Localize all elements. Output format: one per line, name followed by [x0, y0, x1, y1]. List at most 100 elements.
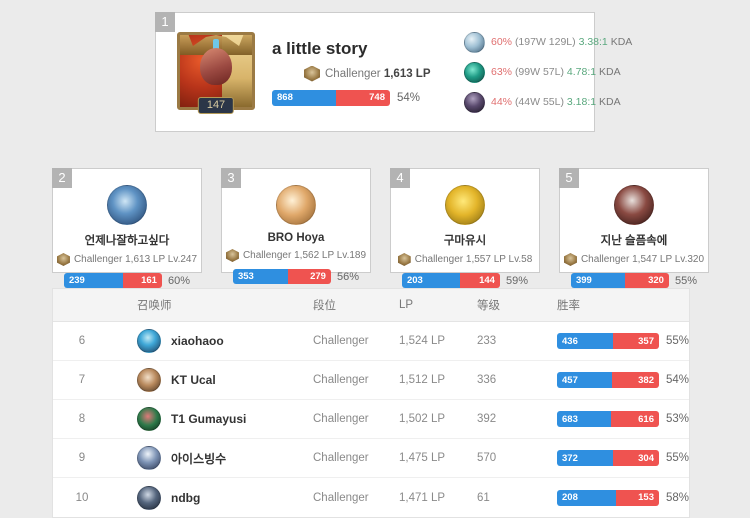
- table-row[interactable]: 6 xiaohaoo Challenger 1,524 LP 233 436 3…: [53, 322, 689, 361]
- challenger-emblem-icon: [225, 249, 239, 262]
- winrate-label: 54%: [397, 91, 421, 104]
- winloss-row: 868 748 54%: [272, 89, 442, 106]
- row-rank: 9: [78, 452, 86, 464]
- row-summoner[interactable]: 아이스빙수: [111, 446, 313, 470]
- rank-2-card[interactable]: 2 언제나잘하고싶다 Challenger 1,613 LP Lv.247 23…: [52, 168, 202, 288]
- summoner-name[interactable]: a little story: [272, 38, 368, 58]
- summoner-name[interactable]: BRO Hoya: [267, 232, 325, 244]
- winrate-label: 53%: [666, 413, 690, 425]
- row-lp: 1,502 LP: [399, 413, 446, 425]
- challenger-emblem-icon: [56, 253, 70, 266]
- summoner-name[interactable]: T1 Gumayusi: [171, 412, 247, 426]
- column-header-lp[interactable]: LP: [399, 299, 414, 311]
- gem-icon: [213, 39, 219, 53]
- rank-1-card[interactable]: 1 147 a little story Challenger 1,613 LP…: [155, 12, 632, 132]
- summoner-name[interactable]: 지난 슬픔속에: [600, 235, 668, 247]
- champion-stat-text: 44% (44W 55L) 3.18:1 KDA: [491, 96, 621, 108]
- winloss-bar: 372 304: [557, 450, 659, 466]
- row-lp: 1,524 LP: [399, 335, 446, 347]
- winrate-label: 55%: [666, 452, 690, 464]
- row-rank: 7: [78, 374, 86, 386]
- rank-5-card[interactable]: 5 지난 슬픔속에 Challenger 1,547 LP Lv.320 399…: [559, 168, 709, 288]
- summoner-name[interactable]: 아이스빙수: [171, 451, 227, 466]
- summoner-name[interactable]: 언제나잘하고싶다: [84, 235, 170, 247]
- winloss-bar: 683 616: [557, 411, 659, 427]
- tier-row: Challenger 1,562 LP Lv.189: [225, 249, 366, 262]
- champion-stat-row[interactable]: 60% (197W 129L) 3.38:1 KDA: [464, 31, 633, 53]
- table-row[interactable]: 8 T1 Gumayusi Challenger 1,502 LP 392 68…: [53, 400, 689, 439]
- table-row[interactable]: 10 ndbg Challenger 1,471 LP 61 208 153 5…: [53, 478, 689, 517]
- row-tier: Challenger: [313, 491, 369, 504]
- winloss-bar: 239 161: [63, 273, 162, 288]
- tier-row: Challenger 1,547 LP Lv.320: [563, 253, 704, 266]
- losses-segment: 153: [616, 489, 659, 506]
- table-header-row: 召唤师 段位 LP 等级 胜率: [53, 289, 689, 322]
- row-winrate: 457 382 54%: [557, 372, 689, 388]
- row-summoner[interactable]: T1 Gumayusi: [111, 407, 313, 431]
- column-header-tier[interactable]: 段位: [313, 300, 336, 312]
- winloss-row: 399 320 55%: [569, 273, 699, 288]
- wins-segment: 239: [63, 273, 123, 288]
- summoner-name[interactable]: ndbg: [171, 490, 201, 505]
- tier-label: Challenger 1,613 LP Lv.247: [73, 254, 198, 265]
- ranking-table: 召唤师 段位 LP 等级 胜率 6 xiaohaoo Challenger 1,…: [52, 288, 690, 518]
- tier-row: Challenger 1,557 LP Lv.58: [397, 253, 533, 266]
- profile-icon[interactable]: [137, 368, 161, 392]
- table-body: 6 xiaohaoo Challenger 1,524 LP 233 436 3…: [53, 322, 689, 517]
- champion-icon[interactable]: [464, 91, 485, 113]
- losses-segment: 304: [613, 450, 659, 466]
- profile-icon[interactable]: [276, 185, 316, 225]
- champion-icon[interactable]: [464, 31, 485, 53]
- row-summoner[interactable]: xiaohaoo: [111, 329, 313, 353]
- table-row[interactable]: 9 아이스빙수 Challenger 1,475 LP 570 372 304 …: [53, 439, 689, 478]
- row-lp: 1,512 LP: [399, 374, 446, 386]
- rank-3-card[interactable]: 3 BRO Hoya Challenger 1,562 LP Lv.189 35…: [221, 168, 371, 284]
- profile-icon[interactable]: [137, 485, 161, 510]
- row-lp: 1,471 LP: [399, 491, 446, 504]
- row-level: 570: [477, 452, 497, 464]
- summoner-avatar[interactable]: 147: [174, 28, 258, 116]
- wins-segment: 372: [557, 450, 614, 466]
- winrate-label: 54%: [666, 374, 690, 386]
- summoner-name[interactable]: KT Ucal: [171, 373, 216, 387]
- tier-label: Challenger 1,557 LP Lv.58: [414, 254, 533, 265]
- rank-badge: 1: [155, 12, 175, 32]
- champion-stat-row[interactable]: 44% (44W 55L) 3.18:1 KDA: [464, 91, 632, 113]
- profile-icon: [177, 32, 255, 110]
- champion-icon[interactable]: [464, 61, 485, 83]
- column-header-winrate[interactable]: 胜率: [557, 300, 580, 312]
- champion-stat-text: 60% (197W 129L) 3.38:1 KDA: [491, 36, 633, 48]
- wins-segment: 436: [557, 333, 614, 349]
- winloss-row: 203 144 59%: [400, 273, 530, 288]
- tier-label: Challenger 1,547 LP Lv.320: [580, 254, 705, 265]
- losses-segment: 320: [624, 273, 669, 288]
- column-header-level[interactable]: 等级: [477, 300, 500, 312]
- row-summoner[interactable]: KT Ucal: [111, 368, 313, 392]
- rank-4-card[interactable]: 4 구마유시 Challenger 1,557 LP Lv.58 203 144…: [390, 168, 540, 288]
- profile-icon[interactable]: [137, 446, 161, 470]
- challenger-emblem-icon: [304, 65, 320, 82]
- profile-icon[interactable]: [137, 407, 161, 431]
- profile-icon[interactable]: [107, 185, 147, 225]
- column-header-summoner[interactable]: 召唤师: [137, 300, 172, 312]
- summoner-name[interactable]: xiaohaoo: [171, 334, 224, 348]
- profile-icon[interactable]: [614, 185, 654, 225]
- winrate-label: 60%: [167, 274, 191, 287]
- summoner-level-badge: 147: [197, 97, 235, 114]
- champion-stat-row[interactable]: 63% (99W 57L) 4.78:1 KDA: [464, 61, 632, 83]
- winrate-label: 58%: [666, 491, 690, 504]
- table-row[interactable]: 7 KT Ucal Challenger 1,512 LP 336 457 38…: [53, 361, 689, 400]
- challenger-emblem-icon: [397, 253, 411, 266]
- losses-segment: 161: [122, 273, 162, 288]
- profile-icon[interactable]: [137, 329, 161, 353]
- row-rank: 8: [78, 413, 86, 425]
- champion-stats-list: 60% (197W 129L) 3.38:1 KDA 63% (99W 57L)…: [442, 31, 633, 113]
- winloss-row: 239 161 60%: [62, 273, 192, 288]
- winloss-bar: 399 320: [570, 273, 669, 288]
- row-summoner[interactable]: ndbg: [111, 485, 313, 510]
- row-winrate: 372 304 55%: [557, 450, 689, 466]
- profile-icon[interactable]: [445, 185, 485, 225]
- summoner-name[interactable]: 구마유시: [443, 235, 487, 247]
- tier-row: Challenger 1,613 LP: [272, 65, 442, 82]
- row-level: 336: [477, 374, 497, 386]
